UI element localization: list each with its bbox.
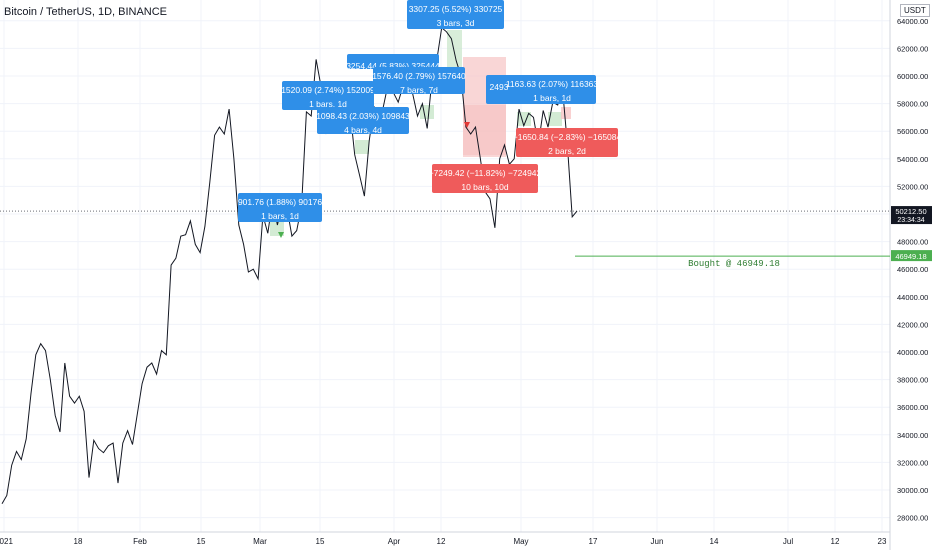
- sell-arrow: [464, 122, 470, 128]
- loss-box-line1: −7249.42 (−11.82%) −724942: [429, 168, 542, 178]
- x-tick-label: Jun: [651, 537, 664, 546]
- trade-box-line1: 1520.09 (2.74%) 152009: [281, 85, 375, 95]
- loss-box-line1: −1650.84 (−2.83%) −165084: [513, 132, 622, 142]
- x-tick-label: 18: [74, 537, 83, 546]
- trade-box-bg: [282, 81, 374, 110]
- bought-line-label: Bought @ 46949.18: [688, 259, 780, 269]
- trade-box-line2: 1 bars, 1d: [261, 211, 299, 221]
- trade-box-line1: 3254.44 (5.83%) 325444: [346, 61, 440, 71]
- trade-box: 1098.43 (2.03%) 109843 4 bars, 4d: [316, 107, 410, 135]
- trade-box-line1: 901.76 (1.88%) 90176: [238, 197, 322, 207]
- trade-box-line1: 1163.63 (2.07%) 116363: [506, 79, 599, 89]
- x-tick-label: 12: [831, 537, 840, 546]
- trade-box: 3307.25 (5.52%) 330725 3 bars, 3d: [407, 0, 504, 29]
- trade-box-bg: [407, 0, 504, 29]
- y-tick-label: 48000.00: [897, 238, 928, 247]
- x-tick-label: 23: [878, 537, 887, 546]
- y-tick-labels: 28000.00 30000.00 32000.00 34000.00 36000.00…: [897, 17, 928, 523]
- trade-box-bg: [317, 107, 409, 134]
- trade-box-line2: 3 bars, 3d: [437, 18, 475, 28]
- trade-box-line2: 7 bars, 7d: [400, 85, 438, 95]
- y-tick-label: 36000.00: [897, 403, 928, 412]
- trade-box: 1163.63 (2.07%) 116363 1 bars, 1d: [506, 75, 599, 104]
- y-tick-label: 38000.00: [897, 376, 928, 385]
- loss-zone-shade: [561, 107, 571, 119]
- x-tick-label: Jul: [783, 537, 793, 546]
- bought-price-bg: [891, 250, 932, 262]
- profit-zone-shade: [355, 140, 369, 154]
- trade-box-line2: 1 bars, 1d: [533, 93, 571, 103]
- x-tick-label: 12: [437, 537, 446, 546]
- y-tick-label: 46000.00: [897, 265, 928, 274]
- last-price-label: 50212.50: [895, 207, 926, 216]
- x-tick-label: Apr: [388, 537, 401, 546]
- trade-box-line1: 2493: [490, 82, 509, 92]
- y-tick-label: 42000.00: [897, 320, 928, 329]
- y-tick-label: 64000.00: [897, 17, 928, 26]
- countdown-label: 23:34:34: [897, 217, 924, 224]
- trade-box-line2: 1 bars, 1d: [309, 99, 347, 109]
- y-tick-label: 54000.00: [897, 155, 928, 164]
- trade-box: 901.76 (1.88%) 90176 1 bars, 1d: [238, 193, 322, 222]
- currency-badge[interactable]: USDT: [900, 4, 930, 17]
- trade-box: 2493: [486, 75, 512, 104]
- trade-box-bg: [373, 67, 465, 94]
- x-tick-label: 14: [710, 537, 719, 546]
- loss-box-bg: [432, 164, 538, 193]
- y-tick-label: 34000.00: [897, 431, 928, 440]
- y-tick-label: 44000.00: [897, 293, 928, 302]
- profit-zone-shade: [420, 105, 434, 119]
- loss-box: −1650.84 (−2.83%) −165084 2 bars, 2d: [513, 128, 622, 157]
- trade-box-line2: 4 bars, 4d: [344, 125, 382, 135]
- trade-box-bg: [238, 193, 322, 222]
- y-tick-label: 58000.00: [897, 100, 928, 109]
- loss-zone-shade: [463, 57, 506, 157]
- x-tick-label: 17: [589, 537, 598, 546]
- x-tick-label: 2021: [0, 537, 13, 546]
- loss-zone-inner: [463, 105, 506, 155]
- trade-box-line1: 1098.43 (2.03%) 109843: [316, 111, 410, 121]
- profit-zone-shade: [548, 112, 562, 126]
- x-tick-label: 15: [316, 537, 325, 546]
- trade-box: 1576.40 (2.79%) 157640 7 bars, 7d: [372, 67, 466, 95]
- loss-box-line2: 2 bars, 2d: [548, 146, 586, 156]
- y-tick-label: 40000.00: [897, 348, 928, 357]
- last-price-bg: [891, 206, 932, 225]
- bought-price-label: 46949.18: [895, 252, 926, 261]
- y-tick-label: 32000.00: [897, 458, 928, 467]
- x-tick-label: May: [513, 537, 528, 546]
- y-tick-label: 62000.00: [897, 44, 928, 53]
- trade-box-line1: 3307.25 (5.52%) 330725: [409, 4, 503, 14]
- y-tick-label: 60000.00: [897, 72, 928, 81]
- y-tick-label: 28000.00: [897, 514, 928, 523]
- trade-box-bg: [486, 75, 512, 104]
- x-tick-labels: 2021 18 Feb 15 Mar 15 Apr 12 May 17 Jun 14 Jul 12 23: [0, 537, 887, 546]
- trade-box: 1520.09 (2.74%) 152009 1 bars, 1d: [281, 81, 375, 110]
- loss-box-line2: 10 bars, 10d: [461, 182, 509, 192]
- trade-box-bg: [508, 75, 596, 104]
- loss-box-bg: [516, 128, 618, 157]
- x-tick-label: Mar: [253, 537, 267, 546]
- symbol-title: Bitcoin / TetherUS, 1D, BINANCE: [4, 6, 168, 18]
- loss-box: −7249.42 (−11.82%) −724942 10 bars, 10d: [429, 164, 542, 193]
- buy-arrow: [278, 232, 284, 238]
- x-tick-label: 15: [197, 537, 206, 546]
- trade-box: 3254.44 (5.83%) 325444: [346, 54, 440, 71]
- x-tick-label: Feb: [133, 537, 147, 546]
- trade-box-line1: 1576.40 (2.79%) 157640: [372, 71, 466, 81]
- y-tick-label: 56000.00: [897, 127, 928, 136]
- bought-price-tag: 46949.18: [891, 250, 932, 262]
- y-tick-label: 52000.00: [897, 182, 928, 191]
- trade-box-bg: [347, 54, 439, 69]
- y-tick-label: 30000.00: [897, 486, 928, 495]
